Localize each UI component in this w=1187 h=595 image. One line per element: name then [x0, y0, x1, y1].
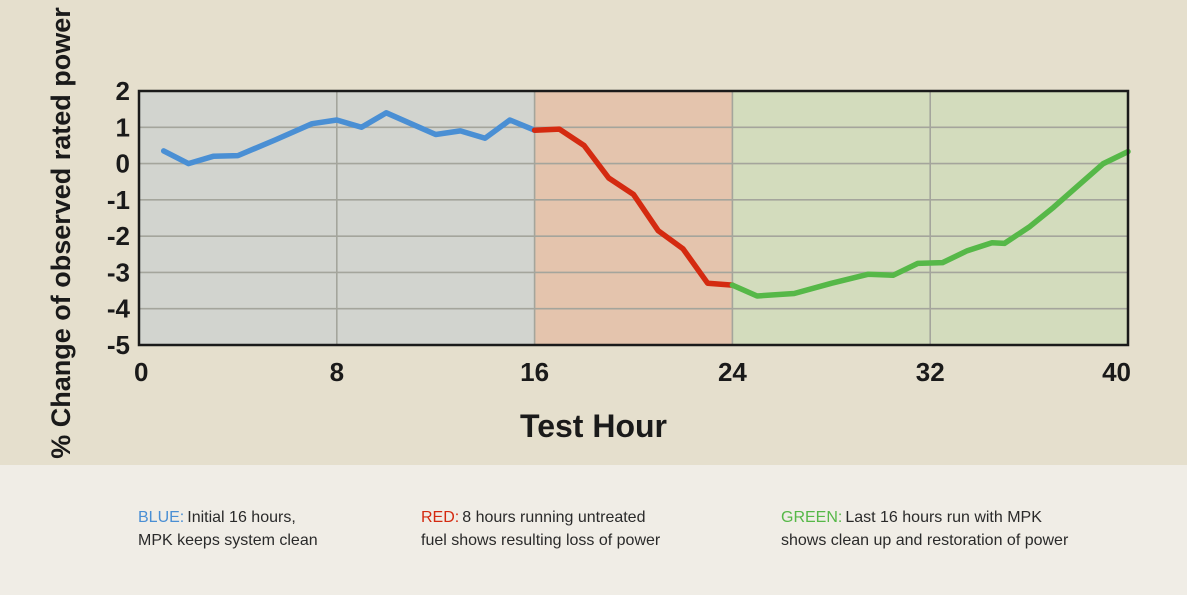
- legend-key-green: GREEN:: [781, 509, 843, 526]
- y-axis-title: % Change of observed rated power: [46, 7, 76, 459]
- y-tick-label: -2: [107, 221, 130, 251]
- legend-text-blue: Initial 16 hours, MPK keeps system clean: [138, 509, 318, 549]
- x-tick-label: 32: [916, 357, 945, 387]
- x-axis-title: Test Hour: [520, 408, 667, 444]
- line-chart: 210-1-2-3-4-50 8 16 24 32 40 Test Hour % Chan…: [46, 7, 1131, 459]
- legend-text-red: 8 hours running untreated fuel shows res…: [421, 509, 661, 549]
- y-tick-label: 1: [116, 112, 130, 142]
- y-tick-label: -3: [107, 257, 130, 287]
- x-tick-label: 8: [330, 357, 344, 387]
- legend-item-red: RED: 8 hours running untreated fuel shows…: [421, 506, 721, 552]
- series-line-1: [531, 126, 736, 288]
- chart-panel: 2 1 0 -1 -2 -3 -4 -5 0 8 16 24 32 40 Test Hour % Chan…: [0, 0, 1187, 465]
- legend-text-green: Last 16 hours run with MPK shows clean u…: [781, 509, 1069, 549]
- y-tick-label: 0: [116, 149, 130, 179]
- legend-key-blue: BLUE:: [138, 509, 185, 526]
- x-tick-label: 0: [134, 357, 148, 387]
- plot-frame: [137, 89, 1130, 347]
- legend: BLUE: Initial 16 hours, MPK keeps system …: [0, 465, 1187, 595]
- legend-item-blue: BLUE: Initial 16 hours, MPK keeps system …: [138, 506, 438, 552]
- x-tick-label: 16: [520, 357, 549, 387]
- y-tick-label: -5: [107, 330, 130, 360]
- y-tick-label: 2: [116, 76, 130, 106]
- y-tick-label: -4: [107, 294, 131, 324]
- x-tick-label: 40: [1102, 357, 1131, 387]
- legend-item-green: GREEN: Last 16 hours run with MPK shows c…: [781, 506, 1081, 552]
- series-line-0: [160, 110, 538, 167]
- series-line-2: [729, 148, 1131, 299]
- legend-key-red: RED:: [421, 509, 460, 526]
- x-tick-label: 24: [718, 357, 747, 387]
- y-tick-label: -1: [107, 185, 130, 215]
